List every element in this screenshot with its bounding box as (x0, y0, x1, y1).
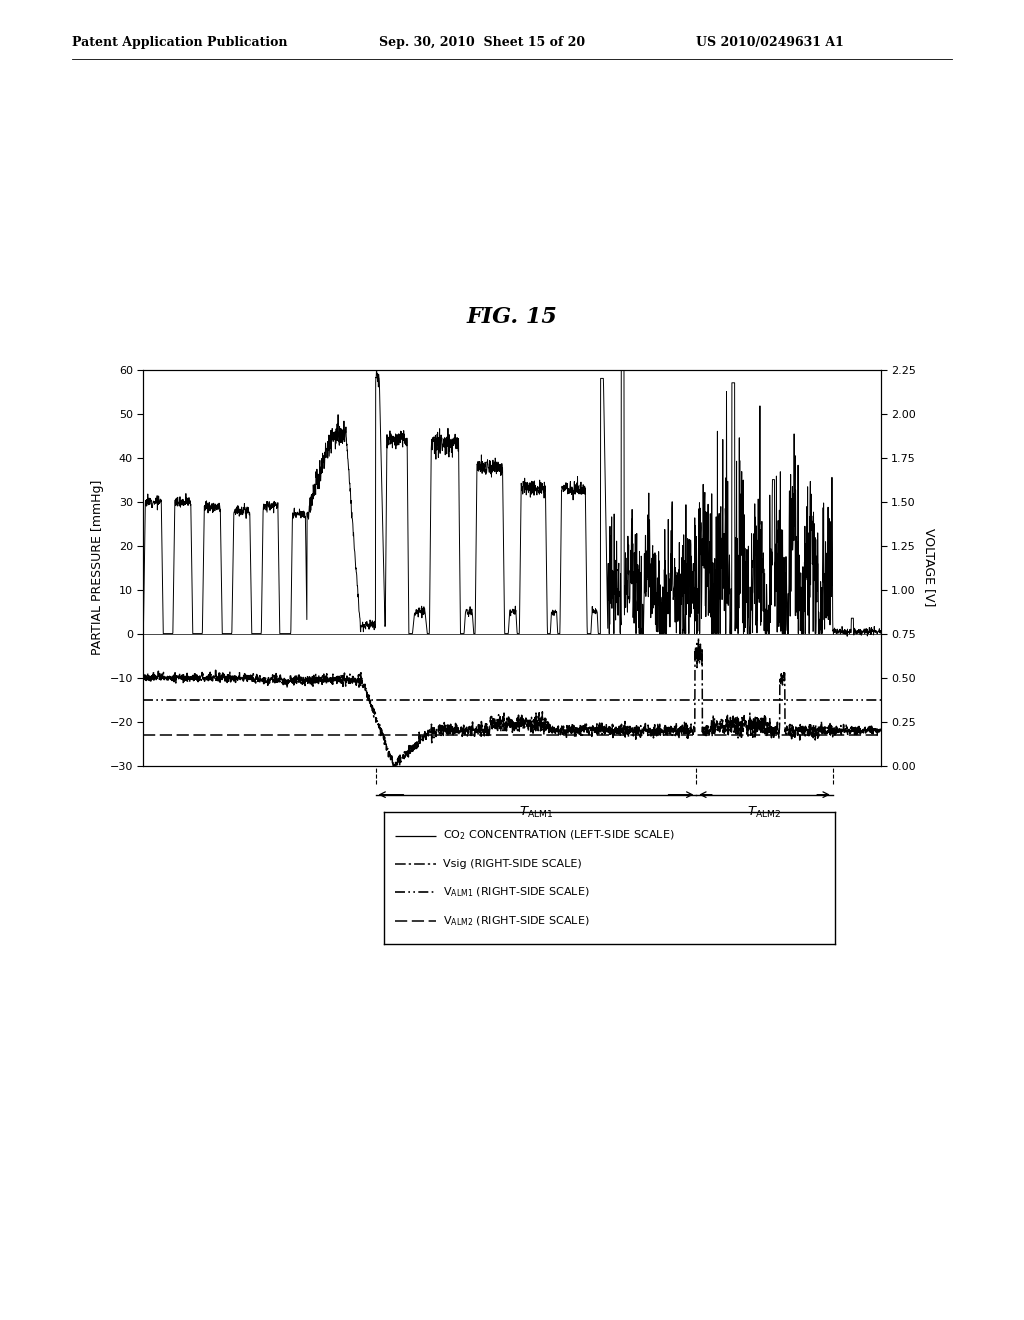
Text: FIG. 15: FIG. 15 (467, 306, 557, 329)
Text: Vsig (RIGHT-SIDE SCALE): Vsig (RIGHT-SIDE SCALE) (442, 859, 582, 869)
Text: US 2010/0249631 A1: US 2010/0249631 A1 (696, 36, 844, 49)
Text: $T_{\rm ALM2}$: $T_{\rm ALM2}$ (748, 805, 781, 820)
Text: $T_{\rm ALM1}$: $T_{\rm ALM1}$ (519, 805, 553, 820)
Y-axis label: PARTIAL PRESSURE [mmHg]: PARTIAL PRESSURE [mmHg] (91, 480, 103, 655)
Text: V$_{\rm ALM2}$ (RIGHT-SIDE SCALE): V$_{\rm ALM2}$ (RIGHT-SIDE SCALE) (442, 913, 589, 928)
Y-axis label: VOLTAGE [V]: VOLTAGE [V] (923, 528, 936, 607)
Text: CO$_2$ CONCENTRATION (LEFT-SIDE SCALE): CO$_2$ CONCENTRATION (LEFT-SIDE SCALE) (442, 829, 674, 842)
Text: Sep. 30, 2010  Sheet 15 of 20: Sep. 30, 2010 Sheet 15 of 20 (379, 36, 585, 49)
Text: V$_{\rm ALM1}$ (RIGHT-SIDE SCALE): V$_{\rm ALM1}$ (RIGHT-SIDE SCALE) (442, 886, 589, 899)
Text: Patent Application Publication: Patent Application Publication (72, 36, 287, 49)
